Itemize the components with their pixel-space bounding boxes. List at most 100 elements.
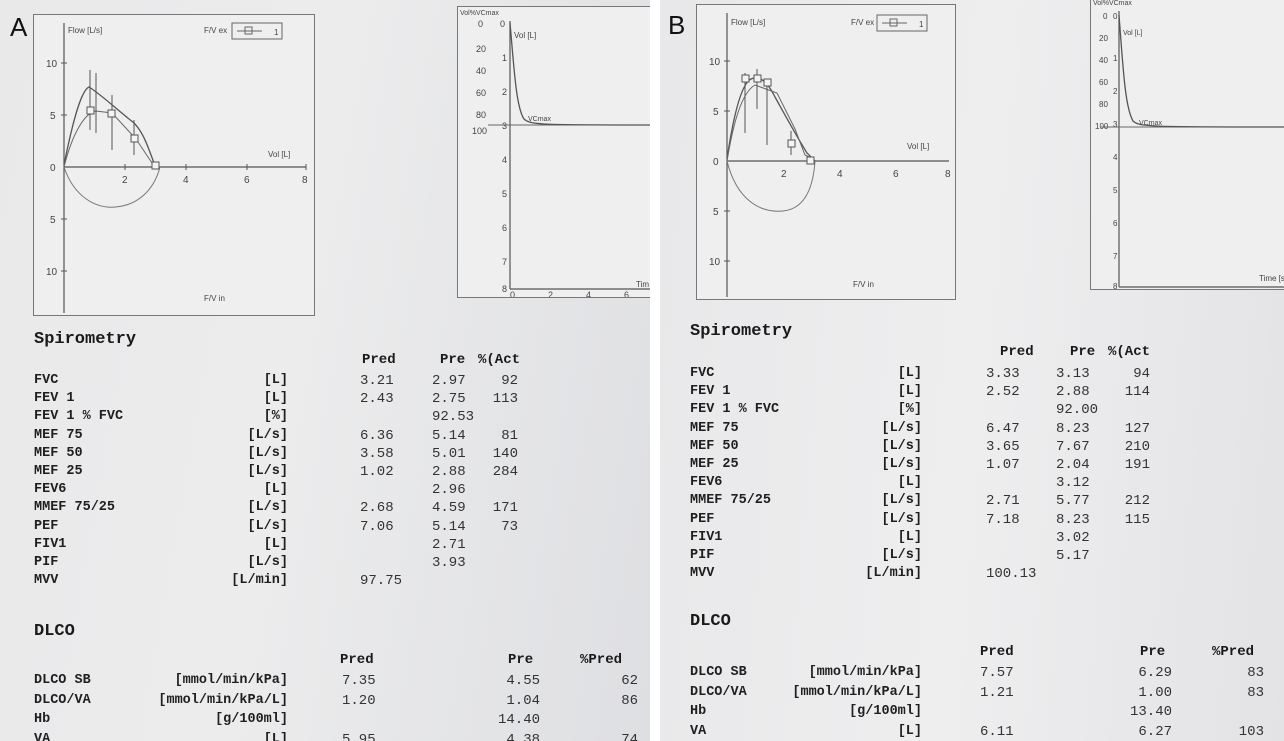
flow-axis-label: Flow [L/s]	[68, 26, 102, 35]
spiro-row-act: 114	[1124, 384, 1150, 400]
dlco-row-unit: [g/100ml]	[849, 704, 922, 719]
legend-label: F/V ex	[851, 18, 874, 27]
spiro-row-unit: [L/s]	[881, 548, 922, 563]
spiro-row-unit: [L/s]	[881, 421, 922, 436]
dlco-pre-header: Pre	[1140, 644, 1166, 660]
vol-tick: 3	[502, 121, 507, 131]
dlco-row-pct: 74	[621, 732, 638, 741]
spiro-row-name: FIV1	[690, 530, 723, 545]
spiro-row-name: FVC	[34, 373, 59, 388]
dlco-row-pre: 4.55	[506, 673, 540, 689]
vol-tick: 2	[502, 87, 507, 97]
vol-tick: 6	[502, 223, 507, 233]
spiro-row-act: 113	[492, 391, 518, 407]
spiro-row-unit: [L]	[897, 384, 922, 399]
spiro-row-unit: [L]	[263, 537, 288, 552]
pre-header: Pre	[440, 352, 466, 368]
vol-tick: 0	[500, 19, 505, 29]
vol-tick: 1	[502, 53, 507, 63]
spiro-row-pre: 92.00	[1056, 402, 1099, 418]
vol-tick: 6	[1113, 219, 1118, 228]
dlco-row-pred: 7.57	[980, 665, 1014, 681]
dlco-row-unit: [L]	[263, 732, 288, 741]
pred-header: Pred	[1000, 344, 1034, 360]
dlco-row-pre: 4.38	[506, 732, 540, 741]
vcmax-label: VCmax	[528, 116, 551, 123]
legend-label: F/V ex	[204, 26, 227, 35]
spiro-row-name: MEF 75	[690, 421, 739, 436]
vol-tick: 7	[1113, 252, 1118, 261]
spiro-row-act: 210	[1124, 439, 1150, 455]
spiro-row-name: FEV6	[690, 475, 723, 490]
spiro-row-unit: [%]	[263, 409, 288, 424]
spiro-row-unit: [L/s]	[881, 512, 922, 527]
time-tick: 2	[548, 290, 553, 297]
spiro-row-name: FIV1	[34, 537, 67, 552]
fv-in-label: F/V in	[204, 294, 225, 303]
dlco-row-pre: 1.04	[506, 693, 540, 709]
vol-tick: 3	[1113, 120, 1118, 129]
spiro-row-pred: 100.13	[986, 566, 1037, 582]
spiro-row-pre: 2.75	[432, 391, 466, 407]
legend-series: 1	[919, 20, 924, 29]
fv-ytick: 5	[713, 107, 719, 118]
spiro-row-unit: [L]	[263, 391, 288, 406]
fv-ytick: 5	[713, 207, 719, 218]
spiro-row-name: FVC	[690, 366, 715, 381]
panel-letter: A	[10, 12, 28, 42]
vol-tick: 5	[1113, 186, 1118, 195]
spiro-row-pre: 3.93	[432, 555, 466, 571]
spiro-row-name: MVV	[34, 573, 59, 588]
dlco-row-pct: 83	[1247, 665, 1264, 681]
spiro-row-pred: 6.47	[986, 421, 1020, 437]
spiro-row-act: 92	[501, 373, 518, 389]
vol-tick: 1	[1113, 54, 1118, 63]
vol-tick: 4	[1113, 153, 1118, 162]
dlco-row-unit: [mmol/min/kPa]	[808, 665, 922, 680]
dlco-row-pre: 1.00	[1138, 685, 1172, 701]
dlco-row-pred: 6.11	[980, 724, 1014, 740]
spiro-row-unit: [L]	[897, 366, 922, 381]
dlco-pred-header: Pred	[340, 652, 374, 668]
dlco-row-pre: 6.27	[1138, 724, 1172, 740]
spiro-row-pred: 3.33	[986, 366, 1020, 382]
spiro-row-act: 127	[1124, 421, 1150, 437]
vol-axis-label: Vol [L]	[907, 142, 929, 151]
spiro-row-pred: 3.21	[360, 373, 394, 389]
flow-axis-label: Flow [L/s]	[731, 18, 765, 27]
pct-tick: 60	[1099, 78, 1108, 87]
spiro-row-unit: [L]	[897, 475, 922, 490]
dlco-row-name: Hb	[690, 704, 707, 719]
dlco-row-pct: 86	[621, 693, 638, 709]
vol-tick: 8	[502, 284, 507, 294]
spiro-row-unit: [L/min]	[865, 566, 922, 581]
spiro-row-unit: [L]	[263, 482, 288, 497]
spiro-row-unit: [L/s]	[247, 519, 288, 534]
dlco-pre-header: Pre	[508, 652, 534, 668]
spiro-row-pred: 3.65	[986, 439, 1020, 455]
flow-volume-plot: 10 5 0 5 10 2 4 6 8 Flow [L/s] F/V ex 1 …	[46, 22, 308, 313]
dlco-row-name: DLCO/VA	[34, 693, 91, 708]
fv-ytick: 10	[709, 257, 721, 268]
pct-tick: 20	[476, 44, 486, 54]
dlco-row-name: DLCO SB	[34, 673, 91, 688]
dlco-heading: DLCO	[690, 612, 731, 631]
dlco-row-pred: 1.21	[980, 685, 1014, 701]
dlco-row-name: DLCO SB	[690, 665, 747, 680]
vol-axis-label: Vol [L]	[268, 150, 290, 159]
vol-tick: 4	[502, 155, 507, 165]
panel-a: A 10 5 0 5 10 2 4 6 8 Flow [L/s] F/V ex …	[0, 0, 650, 741]
time-tick: 6	[624, 290, 629, 297]
spiro-row-name: FEV 1	[690, 384, 731, 399]
pct-tick: 20	[1099, 34, 1108, 43]
spiro-row-pred: 2.71	[986, 493, 1020, 509]
time-axis-label: Tim	[636, 280, 649, 289]
spiro-row-pre: 5.14	[432, 428, 466, 444]
time-tick: 4	[586, 290, 591, 297]
spiro-row-act: 191	[1124, 457, 1150, 473]
panel-letter: B	[668, 10, 686, 40]
vol-tick: 5	[502, 189, 507, 199]
spiro-row-pred: 7.06	[360, 519, 394, 535]
spiro-row-act: 73	[501, 519, 518, 535]
dlco-heading: DLCO	[34, 622, 75, 641]
